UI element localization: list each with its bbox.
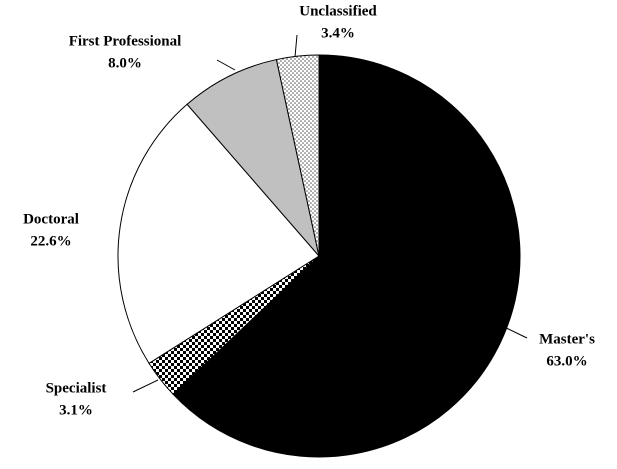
slice-label: Master's — [539, 331, 595, 347]
pie-slice — [275, 54, 320, 257]
slice-label: Specialist — [46, 380, 107, 396]
slice-label: Doctoral — [23, 211, 79, 227]
slice-value-label: 22.6% — [30, 233, 71, 249]
slice-label: Unclassified — [299, 3, 377, 19]
pie-slice — [117, 103, 320, 365]
slice-value-label: 8.0% — [108, 55, 142, 71]
pie-slice — [186, 58, 320, 257]
slice-value-label: 3.1% — [59, 402, 93, 418]
pie-slice — [172, 54, 521, 458]
slice-value-label: 3.4% — [321, 25, 355, 41]
slice-label: First Professional — [69, 33, 182, 49]
slice-value-label: 63.0% — [546, 353, 587, 369]
